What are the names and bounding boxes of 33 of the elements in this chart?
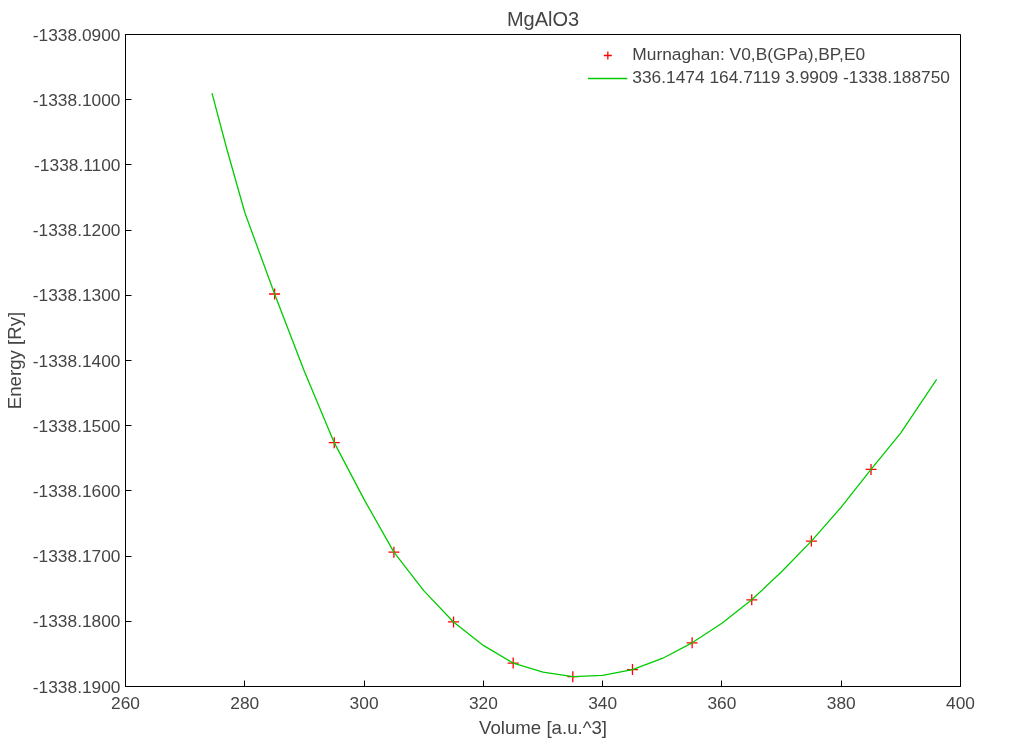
x-tick-label: 380 bbox=[826, 692, 856, 713]
point bbox=[387, 546, 401, 559]
x-tick-label: 320 bbox=[468, 692, 498, 713]
x-tick-label: 360 bbox=[707, 692, 737, 713]
y-tick-label: -1338.1400 bbox=[32, 350, 121, 371]
y-tick-label: -1338.1100 bbox=[34, 154, 121, 175]
x-tick-label: 400 bbox=[946, 692, 975, 713]
point bbox=[626, 663, 639, 676]
y-tick-label: -1338.1500 bbox=[32, 415, 121, 436]
point bbox=[864, 463, 878, 476]
point bbox=[745, 593, 758, 606]
chart-title: MgAlO3 bbox=[506, 7, 580, 30]
x-axis-title: Volume [a.u.^3] bbox=[478, 716, 608, 738]
y-tick-label: -1338.1300 bbox=[32, 285, 121, 306]
legend-label: 336.1474 164.7119 3.9909 -1338.188750 bbox=[632, 67, 950, 88]
y-tick-label: -1338.1000 bbox=[32, 89, 121, 110]
y-tick-label: -1338.1800 bbox=[32, 611, 121, 632]
point bbox=[805, 534, 818, 548]
x-tick-label: 340 bbox=[588, 692, 618, 713]
point bbox=[268, 287, 281, 301]
y-tick-label: -1338.0900 bbox=[32, 24, 121, 45]
point bbox=[447, 615, 460, 629]
point bbox=[507, 656, 520, 670]
y-tick-label: -1338.1700 bbox=[32, 546, 121, 567]
line-series bbox=[211, 92, 938, 678]
y-tick-label: -1338.1600 bbox=[32, 480, 121, 501]
y-axis-title: Energy [Ry] bbox=[3, 311, 25, 410]
x-tick-label: 280 bbox=[230, 692, 260, 713]
legend-label: Murnaghan: V0,B(GPa),BP,E0 bbox=[632, 44, 866, 65]
point bbox=[685, 636, 699, 649]
x-tick-label: 300 bbox=[349, 692, 379, 713]
point bbox=[328, 436, 341, 449]
y-tick-label: -1338.1200 bbox=[32, 220, 121, 241]
